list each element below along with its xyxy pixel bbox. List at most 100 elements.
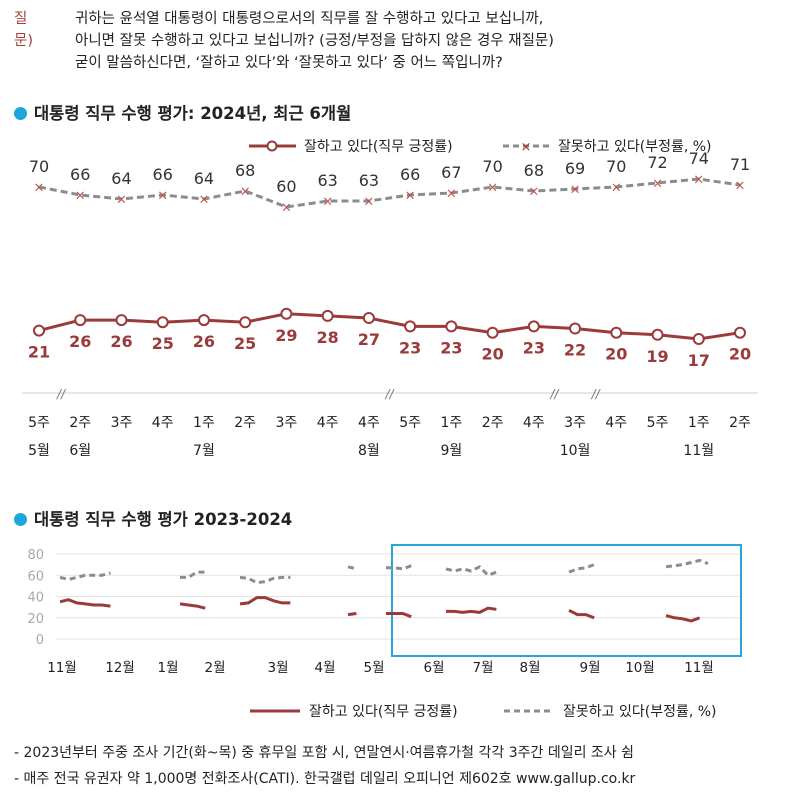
positive-data-label: 22 <box>564 341 586 360</box>
negative-point-marker: × <box>363 195 374 210</box>
negative-point-marker: × <box>652 177 663 192</box>
question-line-2: 아니면 잘못 수행하고 있다고 보십니까? (긍정/부정을 답하지 않은 경우 … <box>75 33 554 49</box>
positive-point-marker <box>610 326 623 339</box>
positive-series-line <box>38 312 741 341</box>
positive-data-label: 25 <box>152 334 174 353</box>
negative-series-segment <box>180 570 206 579</box>
axis-break-mark: // <box>591 387 602 401</box>
week-tick-label: 5주 <box>399 415 421 431</box>
x-month-label: 2월 <box>204 660 225 676</box>
positive-point-marker <box>486 326 499 339</box>
week-tick-label: 1주 <box>440 415 462 431</box>
negative-series-segment <box>665 558 709 569</box>
positive-point-marker <box>527 320 540 333</box>
negative-data-label: 60 <box>276 177 296 196</box>
week-tick-label: 3주 <box>564 415 586 431</box>
negative-data-label: 66 <box>153 165 173 184</box>
axis-break-mark: // <box>56 387 67 401</box>
positive-series-segment <box>386 612 412 619</box>
question-label: 질문) <box>14 11 33 49</box>
negative-data-label: 67 <box>441 163 461 182</box>
x-month-label: 7월 <box>472 660 493 676</box>
negative-data-label: 63 <box>359 171 379 190</box>
negative-data-label: 64 <box>111 169 131 188</box>
month-tick-label: 7월 <box>193 443 215 459</box>
positive-data-label: 26 <box>193 332 215 351</box>
positive-series-segment <box>446 606 497 614</box>
positive-point-marker <box>445 320 458 333</box>
negative-data-label: 68 <box>524 161 544 180</box>
x-month-label: 6월 <box>423 660 444 676</box>
negative-series-line <box>38 177 741 209</box>
negative-data-label: 70 <box>29 157 49 176</box>
y-tick-label: 80 <box>27 548 44 563</box>
question-line-3: 굳이 말씀하신다면, ‘잘하고 있다’와 ‘잘못하고 있다’ 중 어느 쪽입니까… <box>75 55 503 71</box>
positive-data-label: 27 <box>358 330 380 349</box>
legend-negative-label: 잘못하고 있다(부정률, %) <box>558 139 712 155</box>
positive-data-label: 23 <box>399 338 421 357</box>
positive-data-label: 17 <box>688 351 710 370</box>
chart2-legend: 잘하고 있다(직무 긍정률) 잘못하고 있다(부정률, %) <box>250 704 717 720</box>
positive-data-label: 26 <box>110 332 132 351</box>
negative-data-label: 74 <box>689 149 709 168</box>
negative-data-label: 66 <box>70 165 90 184</box>
positive-series-segment <box>179 602 206 610</box>
positive-data-label: 20 <box>729 345 751 364</box>
positive-point-marker <box>280 307 293 320</box>
month-tick-label: 11월 <box>683 443 714 459</box>
bullet-dot-icon <box>14 513 27 526</box>
negative-point-marker: × <box>116 193 127 208</box>
positive-point-marker <box>651 328 664 341</box>
negative-data-label: 71 <box>730 155 750 174</box>
negative-series-segment <box>347 565 357 571</box>
week-tick-label: 4주 <box>152 415 174 431</box>
week-tick-label: 4주 <box>605 415 627 431</box>
month-tick-label: 8월 <box>358 443 380 459</box>
chart1-positive-series: 21 26 26 25 26 25 29 28 27 23 23 20 23 22 20 19 17 20 <box>28 307 751 370</box>
footnote-1: - 2023년부터 주중 조사 기간(화~목) 중 휴무일 포함 시, 연말연시… <box>14 745 635 761</box>
negative-data-label: 68 <box>235 161 255 180</box>
chart1-legend: 잘하고 있다(직무 긍정률) × 잘못하고 있다(부정률, %) <box>249 139 712 155</box>
negative-data-label: 63 <box>317 171 337 190</box>
positive-series-segment <box>239 596 291 606</box>
x-month-label: 11월 <box>684 660 714 676</box>
negative-point-marker: × <box>446 187 457 202</box>
week-tick-label: 2주 <box>729 415 751 431</box>
week-tick-label: 1주 <box>688 415 710 431</box>
month-tick-label: 5월 <box>28 443 50 459</box>
week-tick-label: 2주 <box>482 415 504 431</box>
positive-point-marker <box>321 309 334 322</box>
negative-point-marker: × <box>198 193 209 208</box>
negative-series-segment <box>59 571 111 582</box>
positive-point-marker <box>404 320 417 333</box>
negative-point-marker: × <box>281 201 292 216</box>
negative-point-marker: × <box>693 173 704 188</box>
negative-point-marker: × <box>611 181 622 196</box>
negative-data-label: 69 <box>565 159 585 178</box>
negative-point-marker: × <box>322 195 333 210</box>
positive-point-marker <box>115 314 128 327</box>
negative-data-label: 64 <box>194 169 214 188</box>
negative-point-marker: × <box>570 183 581 198</box>
legend-negative-marker: × <box>521 140 532 155</box>
chart1-x-axis: // // // // 5주 2주 3주 4주 1주 2주 3주 4주 4주 5주 1주 2주 4주 3주 4주 5주… <box>22 387 758 459</box>
bullet-dot-icon <box>14 107 27 120</box>
positive-point-marker <box>33 324 45 337</box>
positive-data-label: 20 <box>481 345 503 364</box>
week-tick-label: 4주 <box>317 415 339 431</box>
y-tick-label: 60 <box>27 569 44 584</box>
x-month-label: 8월 <box>519 660 540 676</box>
negative-series-segment <box>568 563 595 574</box>
negative-point-marker: × <box>528 185 539 200</box>
axis-break-mark: // <box>384 387 395 401</box>
positive-point-marker <box>734 326 746 339</box>
negative-series-segment <box>239 575 291 585</box>
week-tick-label: 3주 <box>276 415 298 431</box>
month-tick-label: 6월 <box>69 443 91 459</box>
chart1-negative-series: × 70 × 66 × 64 × 66 × 64 × 68 × 60 × 63 × 63 × 66 × 67 × 70 × 68 ×… <box>29 149 750 216</box>
legend-positive-label: 잘하고 있다(직무 긍정률) <box>304 139 453 155</box>
axis-break-mark: // <box>549 387 560 401</box>
x-month-label: 5월 <box>363 660 384 676</box>
y-tick-label: 0 <box>36 633 44 648</box>
